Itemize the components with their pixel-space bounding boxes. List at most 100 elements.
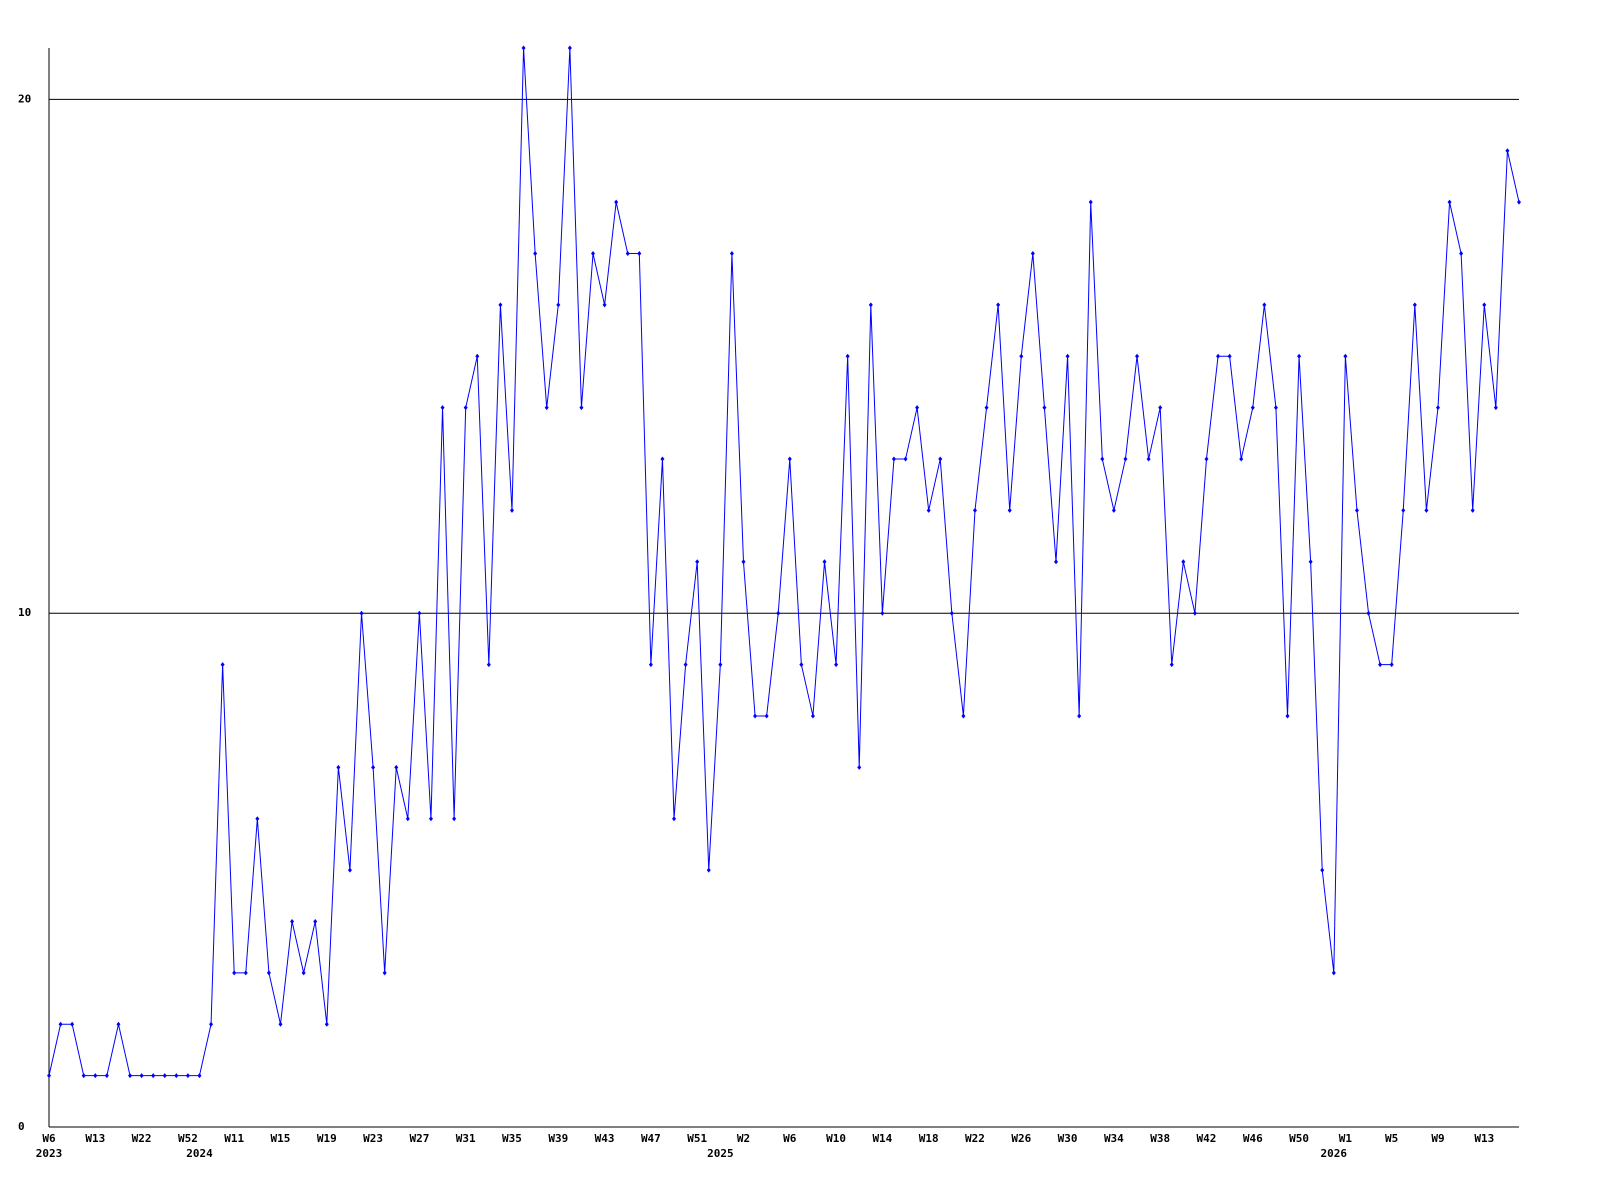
point bbox=[1482, 302, 1487, 308]
point bbox=[1343, 353, 1348, 359]
point bbox=[1285, 713, 1290, 719]
x-tick-label: W2 bbox=[737, 1132, 750, 1145]
x-tick-label: W26 bbox=[1011, 1132, 1031, 1145]
point bbox=[1320, 867, 1325, 873]
point bbox=[1308, 559, 1313, 565]
point bbox=[961, 713, 966, 719]
point bbox=[243, 970, 248, 976]
point bbox=[47, 1073, 51, 1079]
point bbox=[486, 662, 491, 668]
line bbox=[48, 47, 1520, 1077]
point bbox=[741, 559, 746, 565]
point bbox=[591, 251, 596, 257]
x-tick-label: W47 bbox=[641, 1132, 661, 1145]
x-tick-label: W5 bbox=[1385, 1132, 1398, 1145]
point bbox=[128, 1073, 133, 1079]
x-tick-label: W34 bbox=[1104, 1132, 1124, 1145]
point bbox=[1447, 199, 1452, 205]
point bbox=[1273, 405, 1278, 411]
y-tick-label: 10 bbox=[18, 606, 31, 619]
y-tick-label: 20 bbox=[18, 92, 31, 105]
point bbox=[996, 302, 1001, 308]
point bbox=[521, 45, 526, 51]
point bbox=[614, 199, 619, 205]
point bbox=[1389, 662, 1394, 668]
x-tick-label: W6 bbox=[42, 1132, 56, 1145]
point bbox=[533, 251, 538, 257]
x-tick-label: W19 bbox=[317, 1132, 337, 1145]
point bbox=[1505, 148, 1510, 154]
point bbox=[1239, 456, 1244, 462]
point bbox=[185, 1073, 190, 1079]
x-tick-label: W43 bbox=[595, 1132, 615, 1145]
point bbox=[498, 302, 503, 308]
point bbox=[1158, 405, 1163, 411]
point bbox=[347, 867, 352, 873]
point bbox=[753, 713, 758, 719]
x-tick-label: W18 bbox=[919, 1132, 939, 1145]
x-tick-label: W11 bbox=[224, 1132, 244, 1145]
point bbox=[81, 1073, 86, 1079]
x-tick-label: W50 bbox=[1289, 1132, 1309, 1145]
point bbox=[1366, 610, 1371, 616]
point bbox=[428, 816, 433, 822]
point bbox=[1077, 713, 1082, 719]
x-tick-label: W22 bbox=[132, 1132, 152, 1145]
point bbox=[1331, 970, 1336, 976]
point bbox=[1459, 251, 1464, 257]
point bbox=[440, 405, 445, 411]
point bbox=[209, 1021, 214, 1027]
point bbox=[70, 1021, 75, 1027]
x-tick-label: W42 bbox=[1197, 1132, 1217, 1145]
point bbox=[104, 1073, 109, 1079]
point bbox=[1204, 456, 1209, 462]
point bbox=[1181, 559, 1186, 565]
point bbox=[405, 816, 410, 822]
point bbox=[810, 713, 815, 719]
point bbox=[764, 713, 769, 719]
x-tick-label: W23 bbox=[363, 1132, 383, 1145]
point bbox=[1123, 456, 1128, 462]
point bbox=[891, 456, 896, 462]
point bbox=[579, 405, 584, 411]
point bbox=[1297, 353, 1302, 359]
point bbox=[116, 1021, 121, 1027]
x-tick-label: W13 bbox=[1474, 1132, 1494, 1145]
point bbox=[915, 405, 920, 411]
point bbox=[1435, 405, 1440, 411]
point bbox=[394, 764, 399, 770]
point bbox=[475, 353, 480, 359]
point bbox=[1065, 353, 1070, 359]
point bbox=[972, 507, 977, 513]
point bbox=[776, 610, 781, 616]
point bbox=[949, 610, 954, 616]
point bbox=[845, 353, 850, 359]
point bbox=[151, 1073, 156, 1079]
point bbox=[359, 610, 364, 616]
x-tick-label: W9 bbox=[1431, 1132, 1444, 1145]
point bbox=[1135, 353, 1140, 359]
point bbox=[1007, 507, 1012, 513]
point bbox=[162, 1073, 167, 1079]
point bbox=[602, 302, 607, 308]
x-tick-label: W51 bbox=[687, 1132, 707, 1145]
y-tick-label: 0 bbox=[18, 1120, 25, 1133]
point bbox=[417, 610, 422, 616]
point bbox=[1227, 353, 1232, 359]
point bbox=[324, 1021, 329, 1027]
point bbox=[544, 405, 549, 411]
point bbox=[93, 1073, 98, 1079]
point bbox=[1424, 507, 1429, 513]
x-tick-label: W10 bbox=[826, 1132, 846, 1145]
point bbox=[672, 816, 677, 822]
point bbox=[567, 45, 572, 51]
point bbox=[1100, 456, 1105, 462]
x-tick-label: W30 bbox=[1058, 1132, 1078, 1145]
point bbox=[278, 1021, 283, 1027]
year-label: 2026 bbox=[1321, 1147, 1348, 1160]
x-tick-label: W27 bbox=[409, 1132, 429, 1145]
point bbox=[660, 456, 665, 462]
point bbox=[452, 816, 457, 822]
point bbox=[1146, 456, 1151, 462]
